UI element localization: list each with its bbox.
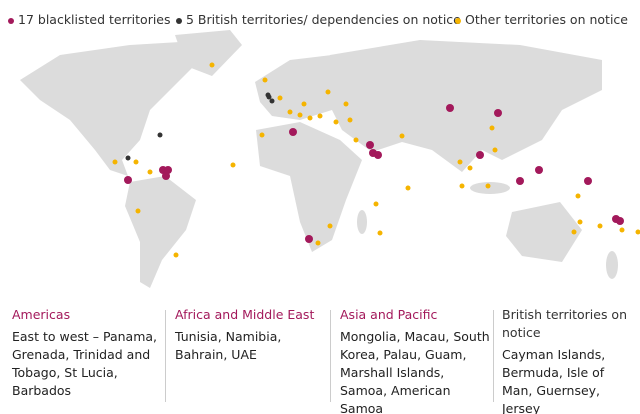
region-text: Mongolia, Macau, South Korea, Palau, Gua… xyxy=(340,329,490,414)
greenland xyxy=(175,30,242,76)
legend-dot xyxy=(176,17,182,24)
territory-dot xyxy=(147,169,153,175)
world-map xyxy=(20,30,640,288)
region-heading: Americas xyxy=(12,307,71,322)
territory-dot xyxy=(467,165,473,171)
territory-dot xyxy=(112,159,118,165)
africa xyxy=(256,122,362,252)
asia xyxy=(330,40,602,172)
territory-dot xyxy=(266,94,272,100)
territory-dot xyxy=(327,223,333,229)
legend-entry: Other territories on notice xyxy=(455,12,628,27)
territory-dot xyxy=(305,235,313,243)
territory-dot xyxy=(353,137,359,143)
territory-dot xyxy=(373,201,379,207)
australia xyxy=(506,202,582,262)
territory-dot xyxy=(575,193,581,199)
territory-dot xyxy=(315,240,321,246)
europe xyxy=(255,55,332,120)
legend-label: Other territories on notice xyxy=(465,12,628,27)
territory-dot xyxy=(133,159,139,165)
region-text: Cayman Islands, Bermuda, Isle of Man, Gu… xyxy=(502,347,606,414)
south-america xyxy=(125,176,196,288)
territory-dot xyxy=(173,252,179,258)
territory-dot xyxy=(584,177,592,185)
territory-dot xyxy=(325,89,331,95)
territory-dot xyxy=(619,227,625,233)
territory-dot xyxy=(374,151,382,159)
territory-dot xyxy=(269,98,275,104)
region-heading: Africa and Middle East xyxy=(175,307,315,322)
territory-dot xyxy=(307,115,313,121)
territory-dot xyxy=(209,62,215,68)
legend-label: 5 British territories/ dependencies on n… xyxy=(186,12,461,27)
territory-dot xyxy=(577,219,583,225)
territory-dot xyxy=(476,151,484,159)
territory-dot xyxy=(124,176,132,184)
region-text: Tunisia, Namibia, Bahrain, UAE xyxy=(175,329,282,362)
divider xyxy=(165,310,166,402)
north-america xyxy=(20,42,200,176)
legend-label: 17 blacklisted territories xyxy=(18,12,171,27)
territory-dot xyxy=(571,229,577,235)
territory-dot xyxy=(457,159,463,165)
territory-dot xyxy=(259,132,265,138)
territory-dot xyxy=(492,147,498,153)
legend-entry: 5 British territories/ dependencies on n… xyxy=(176,12,461,27)
territory-dot xyxy=(125,155,131,161)
territory-dot xyxy=(494,109,502,117)
territory-dot xyxy=(164,166,172,174)
territory-dot xyxy=(262,77,268,83)
region-heading: British territories on notice xyxy=(502,307,627,340)
madagascar xyxy=(357,210,367,234)
region-text: East to west – Panama, Grenada, Trinidad… xyxy=(12,329,158,398)
divider xyxy=(493,310,494,402)
territory-dot xyxy=(317,113,323,119)
territory-dot xyxy=(230,162,236,168)
territory-dot xyxy=(535,166,543,174)
region-column: Asia and Pacific Mongolia, Macau, South K… xyxy=(340,306,490,414)
territory-dot xyxy=(459,183,465,189)
territory-dot xyxy=(366,141,374,149)
territory-dot xyxy=(597,223,603,229)
territory-dot xyxy=(347,117,353,123)
territory-dot xyxy=(485,183,491,189)
territory-dot xyxy=(489,125,495,131)
territory-dot xyxy=(289,128,297,136)
land xyxy=(20,30,618,288)
territory-dot xyxy=(616,217,624,225)
territory-dot xyxy=(516,177,524,185)
region-heading: Asia and Pacific xyxy=(340,307,438,322)
territory-dot xyxy=(277,95,283,101)
territory-dot xyxy=(343,101,349,107)
new-zealand xyxy=(606,251,618,279)
territory-dot xyxy=(405,185,411,191)
legend-entry: 17 blacklisted territories xyxy=(8,12,171,27)
legend-dot xyxy=(455,17,461,24)
territory-dot xyxy=(333,119,339,125)
territory-dot xyxy=(446,104,454,112)
divider xyxy=(330,310,331,402)
region-column: Americas East to west – Panama, Grenada, … xyxy=(12,306,162,400)
territory-dot xyxy=(157,132,163,138)
territory-dot xyxy=(135,208,141,214)
legend-dot xyxy=(8,17,14,24)
territory-dot xyxy=(377,230,383,236)
territory-dot xyxy=(297,112,303,118)
territory-dot xyxy=(635,229,640,235)
territory-dot xyxy=(399,133,405,139)
indonesia xyxy=(470,182,510,194)
territory-dot xyxy=(301,101,307,107)
region-column: British territories on notice Cayman Isla… xyxy=(502,306,632,414)
region-column: Africa and Middle East Tunisia, Namibia, … xyxy=(175,306,325,364)
territory-dot xyxy=(287,109,293,115)
